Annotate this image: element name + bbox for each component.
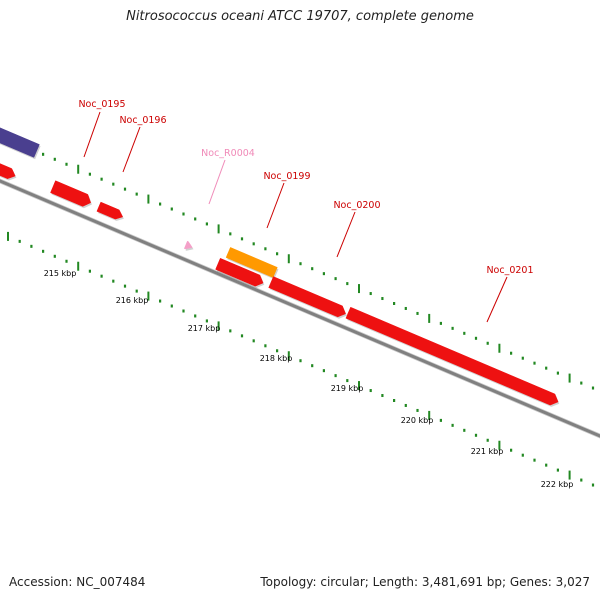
genome-backbone [0, 178, 600, 439]
kbp-label: 222 kbp [541, 480, 574, 489]
leader-line [486, 276, 508, 323]
kbp-label: 215 kbp [44, 269, 77, 278]
feature-track [0, 127, 560, 407]
backbone-shadow [0, 178, 600, 439]
kbp-labels: 215 kbp 216 kbp 217 kbp 218 kbp 219 kbp 220 k… [44, 269, 574, 489]
topology-summary: Topology: circular; Length: 3,481,691 bp… [260, 575, 590, 589]
kbp-label: 221 kbp [471, 447, 504, 456]
feature-noc-0199 [215, 257, 264, 287]
gene-label: Noc_0195 [78, 99, 125, 110]
gene-label: Noc_0199 [263, 171, 310, 182]
map-title: Nitrosococcus oceani ATCC 19707, complet… [126, 9, 474, 24]
gene-label: Noc_R0004 [201, 148, 255, 159]
leader-line [208, 159, 226, 205]
gene-labels: Noc_0195 Noc_0196 Noc_R0004 Noc_0199 Noc_020… [78, 99, 533, 276]
feature-noc-0199-highlight [225, 247, 278, 278]
feature-noc-r0004 [183, 240, 193, 250]
upper-tick-track [7, 134, 595, 390]
leader-line [83, 111, 101, 158]
kbp-label: 218 kbp [260, 354, 293, 363]
feature-noc-0201 [345, 306, 559, 406]
backbone-line [0, 179, 600, 438]
feature-noc-0195 [50, 180, 92, 207]
gene-label: Noc_0201 [486, 265, 533, 276]
feature-arrow [0, 163, 16, 179]
kbp-label: 217 kbp [188, 324, 221, 333]
lower-tick-track [7, 231, 595, 487]
gene-label: Noc_0196 [119, 115, 166, 126]
kbp-label: 216 kbp [116, 296, 149, 305]
feature-noc-0200 [268, 276, 346, 318]
leader-line [122, 126, 141, 173]
leader-line [266, 182, 285, 229]
kbp-label: 220 kbp [401, 416, 434, 425]
gene-label: Noc_0200 [333, 200, 380, 211]
leader-line [336, 211, 356, 258]
feature-block-purple [0, 127, 40, 158]
accession-text: Accession: NC_007484 [9, 575, 146, 589]
feature-noc-0196 [96, 201, 124, 220]
kbp-label: 219 kbp [331, 384, 364, 393]
label-leaders [83, 111, 508, 323]
